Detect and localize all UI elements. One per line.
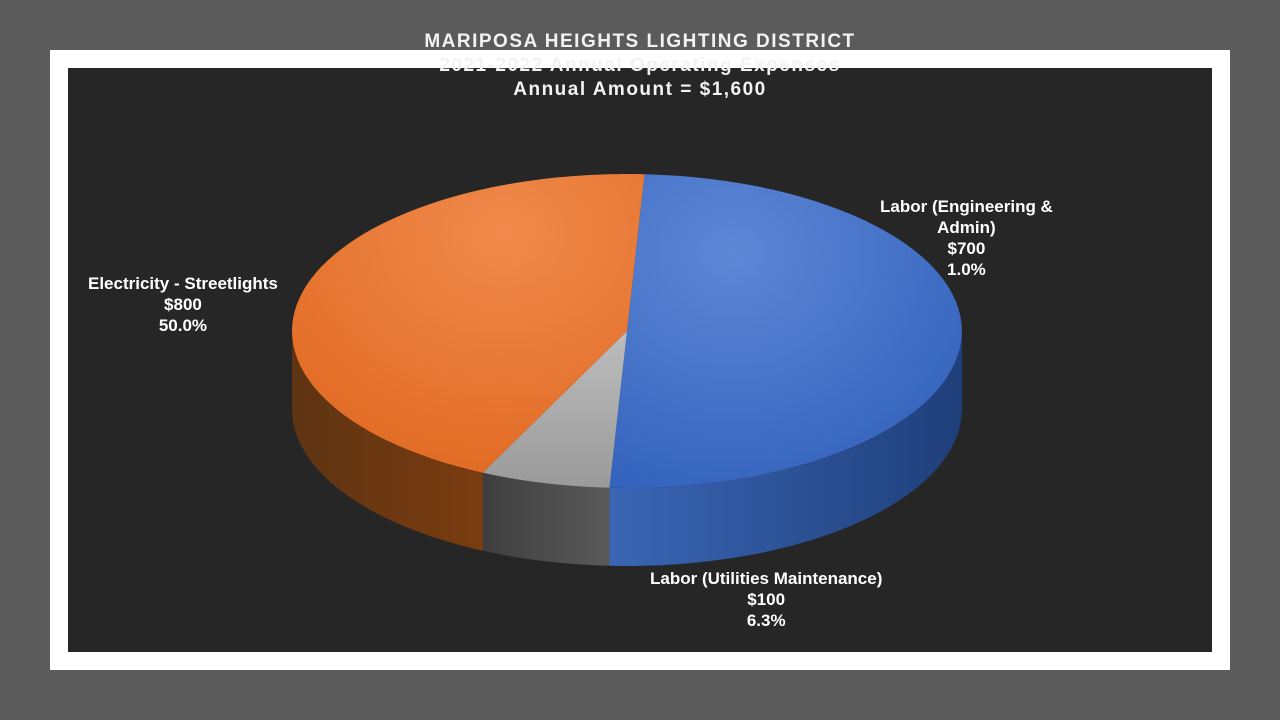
slice-name: Labor (Utilities Maintenance): [650, 569, 883, 588]
slice-name: Electricity - Streetlights: [88, 274, 278, 293]
slice-name-line-1: Labor (Engineering &: [880, 197, 1053, 216]
slice-percent: 6.3%: [746, 611, 786, 630]
title-line-3: Annual Amount = $1,600: [513, 79, 767, 100]
slice-labor-engineering: [291, 174, 645, 473]
data-label-labor-utilities: Labor (Utilities Maintenance) $100 6.3%: [650, 568, 882, 631]
slice-amount: $100: [747, 590, 786, 609]
slice-labor-engineering-side: [292, 331, 483, 551]
slice-percent: 50.0%: [158, 316, 208, 335]
slice-amount: $800: [164, 295, 202, 314]
slice-labor-utilities-side: [482, 472, 610, 566]
chart-title: MARIPOSA HEIGHTS LIGHTING DISTRICT 2021-…: [0, 30, 1280, 102]
slice-electricity: [609, 174, 962, 488]
data-label-electricity: Electricity - Streetlights $800 50.0%: [88, 273, 278, 336]
slice-electricity-side: [609, 331, 962, 566]
title-line-1: MARIPOSA HEIGHTS LIGHTING DISTRICT: [424, 31, 856, 52]
slice-name-line-2: Admin): [937, 218, 996, 237]
data-label-labor-engineering: Labor (Engineering & Admin) $700 1.0%: [880, 196, 1053, 280]
title-line-2: 2021-2022 Annual Operating Expenses: [439, 55, 841, 76]
slice-amount: $700: [947, 239, 986, 258]
slice-percent: 1.0%: [947, 260, 986, 279]
slice-labor-utilities: [482, 331, 627, 488]
